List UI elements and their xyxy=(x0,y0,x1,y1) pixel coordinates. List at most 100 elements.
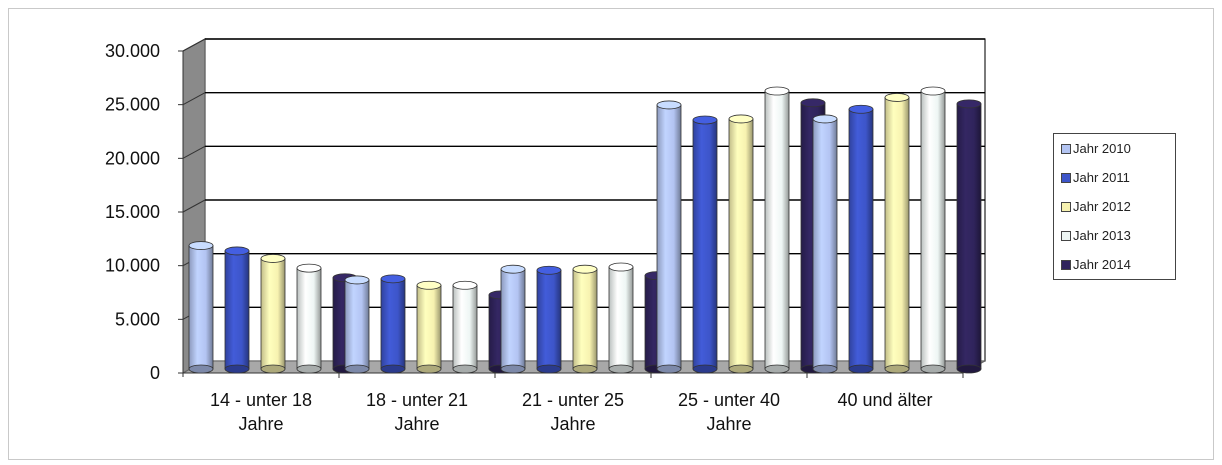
bar-body xyxy=(500,268,526,370)
x-tick-label-line: Jahre xyxy=(394,414,439,434)
legend-label: Jahr 2014 xyxy=(1073,257,1131,272)
bar-body xyxy=(260,258,286,370)
bar-top xyxy=(188,241,214,250)
x-tick-label-line: 14 - unter 18 xyxy=(210,390,312,410)
legend-swatch xyxy=(1061,259,1071,270)
legend-swatch xyxy=(1061,201,1071,212)
bar-base xyxy=(296,364,322,374)
bar xyxy=(608,262,634,374)
bar-base xyxy=(416,364,442,374)
bar-body xyxy=(656,104,682,370)
legend-item: Jahr 2013 xyxy=(1054,221,1175,250)
bar-base xyxy=(452,364,478,374)
y-tick-labels: 0 5.000 10.000 15.000 20.000 25.000 30.000 xyxy=(105,41,160,383)
bar xyxy=(920,86,946,374)
x-tick-label: 25 - unter 40 Jahre xyxy=(678,390,780,434)
bar xyxy=(536,265,562,374)
bar-body xyxy=(224,250,250,370)
legend-swatch xyxy=(1061,230,1071,241)
bar-top xyxy=(416,280,442,290)
bar-top xyxy=(452,280,478,290)
y-tick-label: 15.000 xyxy=(105,202,160,222)
legend: Jahr 2010 Jahr 2011 Jahr 2012 Jahr 2013 Jahr… xyxy=(1053,133,1176,280)
legend-item: Jahr 2012 xyxy=(1054,192,1175,221)
bar-top xyxy=(608,262,634,272)
legend-swatch xyxy=(1061,172,1071,183)
x-tick-label-line: Jahre xyxy=(550,414,595,434)
bar-body xyxy=(296,267,322,370)
bar-top xyxy=(800,98,826,108)
bar-base xyxy=(344,364,370,374)
x-tick-label: 21 - unter 25 Jahre xyxy=(522,390,624,434)
bar-top xyxy=(296,263,322,273)
bar xyxy=(224,246,250,374)
bar-base xyxy=(260,364,286,374)
legend-label: Jahr 2010 xyxy=(1073,141,1131,156)
x-tick-label: 40 und älter xyxy=(837,390,932,410)
bar-base xyxy=(848,364,874,374)
bar-base xyxy=(572,364,598,374)
bar-top xyxy=(764,86,790,96)
bar xyxy=(452,280,478,374)
bar-body xyxy=(728,118,754,370)
gridline-side xyxy=(182,92,206,106)
bar-base xyxy=(500,364,526,374)
bar-top xyxy=(656,100,682,110)
gridline-side xyxy=(182,145,206,159)
bars xyxy=(188,86,982,374)
bar-top xyxy=(380,274,406,284)
legend-label: Jahr 2013 xyxy=(1073,228,1131,243)
legend-item: Jahr 2011 xyxy=(1054,163,1175,192)
y-tick-label: 20.000 xyxy=(105,148,160,168)
bar xyxy=(416,280,442,374)
bar xyxy=(764,86,790,374)
bar-base xyxy=(536,364,562,374)
bar-top xyxy=(956,99,982,109)
bar-top xyxy=(260,254,286,263)
gridline-side xyxy=(182,199,206,213)
bar xyxy=(188,241,214,374)
bar-body xyxy=(572,268,598,370)
x-tick-label: 14 - unter 18 Jahre xyxy=(210,390,312,434)
bar-base xyxy=(224,364,250,374)
bar xyxy=(812,114,838,374)
x-tick-label-line: 18 - unter 21 xyxy=(366,390,468,410)
bar xyxy=(572,264,598,374)
bar-body xyxy=(536,269,562,370)
bar-top xyxy=(344,275,370,285)
bar xyxy=(380,274,406,374)
bar-body xyxy=(452,284,478,370)
bar-body xyxy=(956,103,982,370)
bar-base xyxy=(812,364,838,374)
x-tick-label-line: 21 - unter 25 xyxy=(522,390,624,410)
x-tick-label: 18 - unter 21 Jahre xyxy=(366,390,468,434)
bar-base xyxy=(764,364,790,374)
bar-base xyxy=(884,364,910,374)
bar-body xyxy=(380,278,406,370)
bar-body xyxy=(416,284,442,370)
bar-body xyxy=(812,118,838,370)
bar-top xyxy=(920,86,946,96)
gridline-side xyxy=(182,38,206,52)
x-tick-label-line: Jahre xyxy=(238,414,283,434)
bar-top xyxy=(812,114,838,124)
bar-body xyxy=(884,97,910,370)
bar xyxy=(260,254,286,374)
bar-base xyxy=(956,364,982,374)
bar-base xyxy=(608,364,634,374)
bar xyxy=(884,93,910,374)
y-tick-label: 10.000 xyxy=(105,256,160,276)
bar-top xyxy=(884,93,910,102)
bar-top xyxy=(692,115,718,125)
bar-top xyxy=(224,246,250,256)
bar-body xyxy=(764,90,790,370)
bar xyxy=(344,275,370,374)
y-tick-label: 5.000 xyxy=(115,309,160,329)
bar xyxy=(656,100,682,374)
bar-base xyxy=(188,364,214,374)
bar-base xyxy=(380,364,406,374)
legend-label: Jahr 2012 xyxy=(1073,199,1131,214)
x-tick-label-line: Jahre xyxy=(706,414,751,434)
